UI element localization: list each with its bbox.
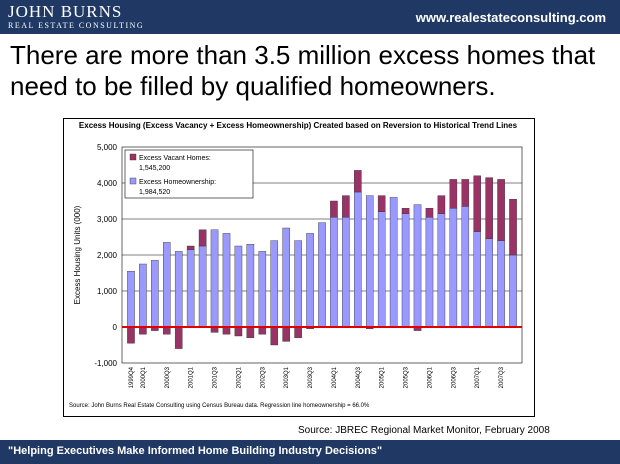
website-url[interactable]: www.realestateconsulting.com [415,10,606,25]
logo-main-text: JOHN BURNS [8,2,123,21]
company-logo: JOHN BURNS REAL ESTATE CONSULTING [8,3,144,31]
source-citation: Source: JBREC Regional Market Monitor, F… [298,425,550,436]
chart-title: Excess Housing (Excess Vacancy + Excess … [78,121,518,130]
slide-headline: There are more than 3.5 million excess h… [10,40,596,101]
header-bar: JOHN BURNS REAL ESTATE CONSULTING www.re… [0,0,620,34]
footer-tagline: "Helping Executives Make Informed Home B… [8,445,383,457]
chart-frame [63,118,535,417]
footer-bar: "Helping Executives Make Informed Home B… [0,440,620,464]
logo-sub-text: REAL ESTATE CONSULTING [8,21,145,30]
